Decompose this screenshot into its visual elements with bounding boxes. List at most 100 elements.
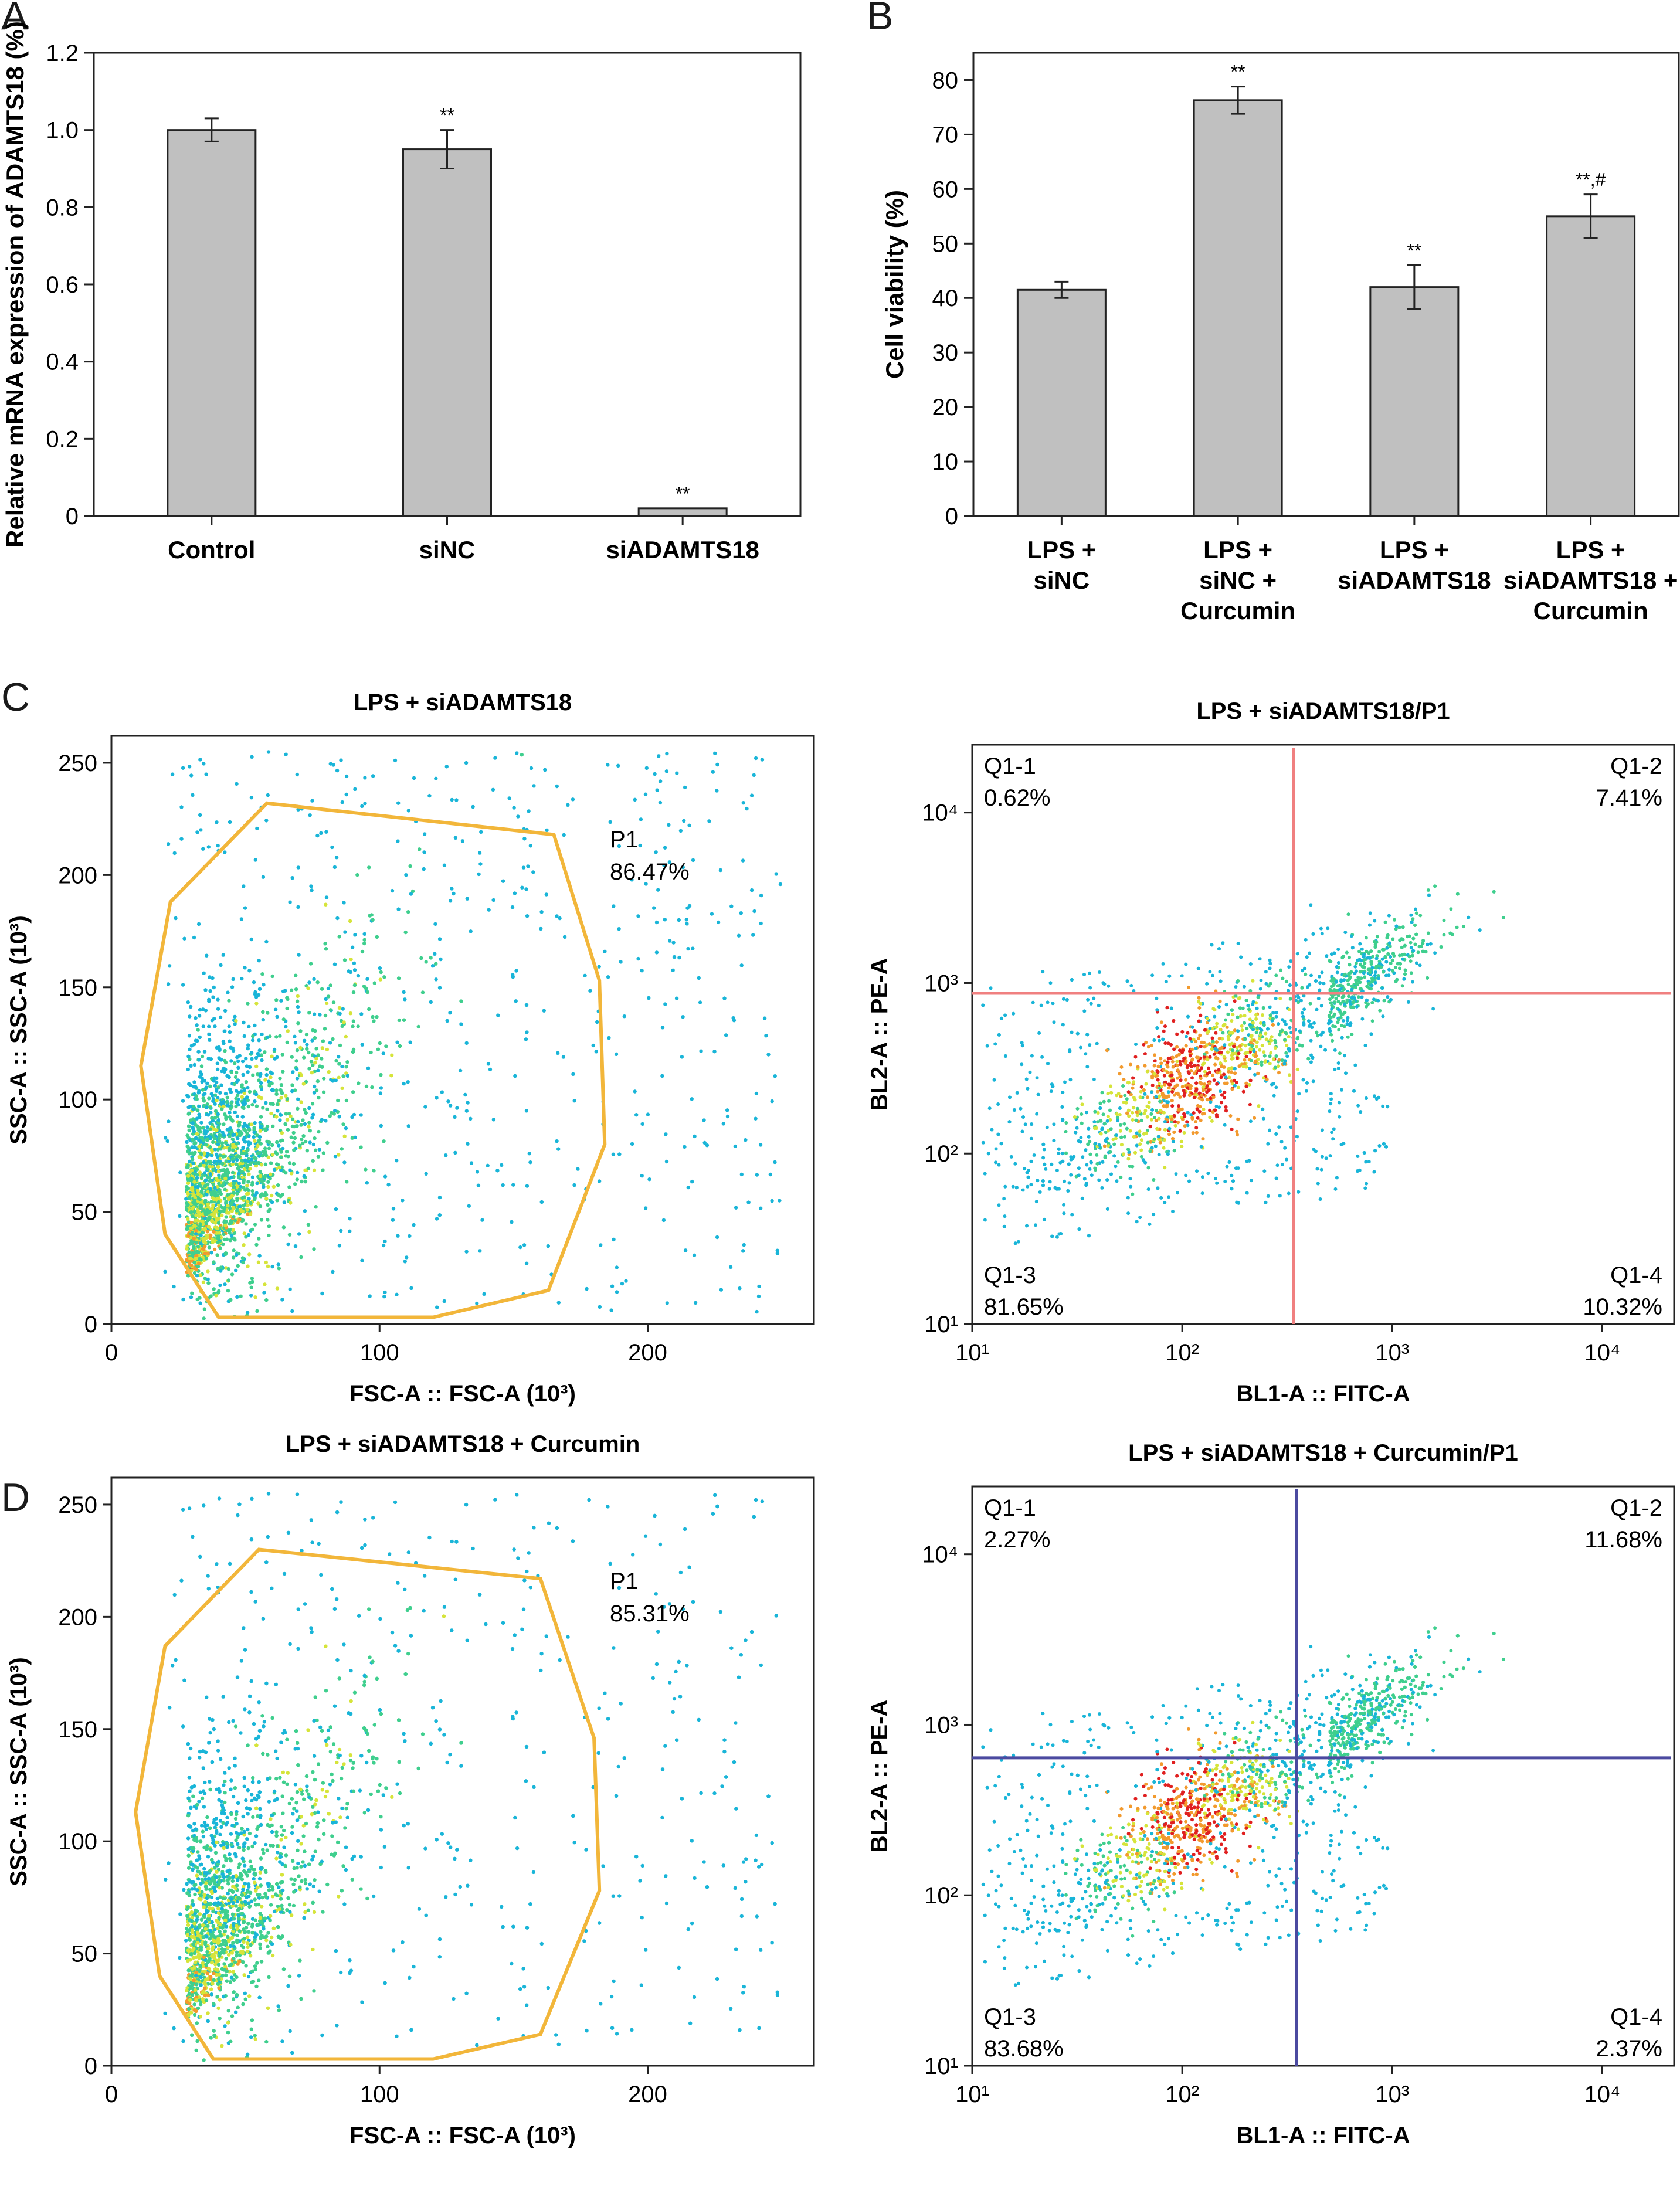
event-dot bbox=[275, 1286, 280, 1291]
event-dot bbox=[1156, 1070, 1160, 1074]
event-dot bbox=[206, 1218, 210, 1223]
event-dot bbox=[1150, 1074, 1155, 1078]
event-dot bbox=[617, 927, 621, 931]
event-dot bbox=[1146, 1187, 1150, 1191]
event-dot bbox=[469, 1116, 473, 1121]
event-dot bbox=[1134, 1118, 1138, 1122]
event-dot bbox=[1265, 1078, 1269, 1081]
event-dot bbox=[203, 1251, 208, 1256]
event-dot bbox=[1342, 987, 1346, 991]
event-dot bbox=[266, 1264, 270, 1268]
event-dot bbox=[196, 1245, 200, 1249]
event-dot bbox=[1032, 1153, 1036, 1157]
event-dot bbox=[308, 1140, 312, 1145]
event-dot bbox=[1165, 1006, 1169, 1010]
event-dot bbox=[1439, 945, 1443, 949]
event-dot bbox=[331, 763, 335, 767]
event-dot bbox=[280, 1298, 284, 1302]
chart-title: LPS + siADAMTS18 bbox=[354, 690, 572, 715]
event-dot bbox=[1360, 947, 1364, 951]
event-dot bbox=[1243, 1037, 1247, 1041]
event-dot bbox=[754, 1116, 758, 1121]
event-dot bbox=[1333, 1187, 1338, 1191]
event-dot bbox=[1046, 1062, 1050, 1065]
event-dot bbox=[1253, 1072, 1257, 1077]
event-dot bbox=[464, 761, 469, 765]
event-dot bbox=[1190, 1025, 1194, 1029]
event-dot bbox=[612, 1237, 616, 1242]
event-dot bbox=[1206, 1172, 1210, 1176]
event-dot bbox=[211, 995, 215, 999]
event-dot bbox=[281, 1017, 286, 1021]
event-dot bbox=[231, 1199, 235, 1203]
event-dot bbox=[247, 1252, 252, 1257]
event-dot bbox=[1217, 1051, 1221, 1055]
event-dot bbox=[699, 1049, 703, 1053]
event-dot bbox=[654, 850, 658, 854]
event-dot bbox=[353, 1135, 357, 1140]
event-dot bbox=[992, 1078, 996, 1082]
event-dot bbox=[216, 1235, 220, 1240]
event-dot bbox=[683, 785, 687, 790]
event-dot bbox=[1050, 1162, 1054, 1166]
event-dot bbox=[209, 1160, 213, 1165]
event-dot bbox=[1200, 1098, 1204, 1102]
event-dot bbox=[310, 1102, 315, 1106]
event-dot bbox=[1274, 1014, 1278, 1019]
x-tick-label: Curcumin bbox=[1180, 597, 1295, 624]
event-dot bbox=[1283, 1146, 1287, 1150]
event-dot bbox=[711, 770, 715, 774]
event-dot bbox=[660, 1074, 664, 1078]
event-dot bbox=[583, 973, 587, 978]
event-dot bbox=[1037, 1031, 1041, 1035]
event-dot bbox=[216, 1159, 220, 1163]
event-dot bbox=[197, 1155, 201, 1159]
event-dot bbox=[230, 1170, 235, 1175]
event-dot bbox=[1318, 1197, 1322, 1201]
event-dot bbox=[312, 1091, 317, 1095]
event-dot bbox=[1225, 1081, 1229, 1085]
event-dot bbox=[247, 1159, 251, 1163]
event-dot bbox=[229, 1175, 233, 1180]
event-dot bbox=[257, 1254, 262, 1258]
event-dot bbox=[264, 1260, 268, 1265]
event-dot bbox=[1372, 1170, 1376, 1174]
event-dot bbox=[272, 1167, 277, 1172]
event-dot bbox=[1041, 970, 1045, 974]
event-dot bbox=[1230, 1173, 1234, 1177]
event-dot bbox=[332, 1109, 337, 1113]
event-dot bbox=[1370, 980, 1374, 984]
event-dot bbox=[1236, 1036, 1240, 1040]
event-dot bbox=[190, 1291, 194, 1295]
event-dot bbox=[174, 916, 178, 921]
event-dot bbox=[1393, 966, 1397, 969]
event-dot bbox=[1145, 1115, 1149, 1119]
event-dot bbox=[200, 1230, 205, 1234]
event-dot bbox=[396, 907, 401, 911]
event-dot bbox=[229, 1183, 233, 1187]
event-dot bbox=[344, 1065, 348, 1069]
event-dot bbox=[1236, 1085, 1240, 1089]
event-dot bbox=[289, 1172, 294, 1176]
event-dot bbox=[1370, 976, 1374, 980]
event-dot bbox=[1230, 1019, 1234, 1023]
event-dot bbox=[296, 1004, 300, 1009]
event-dot bbox=[337, 935, 341, 939]
event-dot bbox=[1163, 1128, 1167, 1132]
event-dot bbox=[276, 1183, 280, 1187]
event-dot bbox=[1162, 1146, 1166, 1150]
event-dot bbox=[1041, 1142, 1046, 1146]
x-tick-label: Curcumin bbox=[1533, 597, 1648, 624]
event-dot bbox=[232, 1082, 237, 1087]
event-dot bbox=[1273, 1038, 1277, 1043]
event-dot bbox=[379, 970, 383, 975]
event-dot bbox=[1305, 1081, 1309, 1085]
event-dot bbox=[235, 1142, 239, 1146]
event-dot bbox=[1285, 1043, 1289, 1047]
event-dot bbox=[716, 920, 721, 925]
event-dot bbox=[486, 1062, 491, 1066]
event-dot bbox=[1249, 1179, 1253, 1183]
event-dot bbox=[284, 752, 288, 756]
event-dot bbox=[232, 1236, 236, 1240]
